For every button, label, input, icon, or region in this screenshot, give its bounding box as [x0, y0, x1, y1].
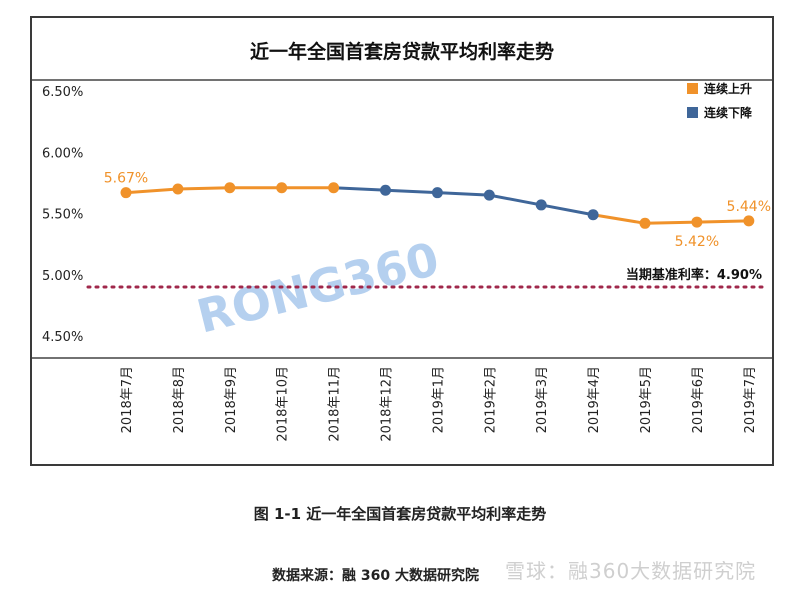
x-tick-label: 2019年2月 — [483, 366, 498, 433]
series-line-segment — [540, 203, 594, 217]
data-point — [743, 215, 755, 227]
x-axis-ticks: 2018年7月 2018年8月 2018年9月 2018年10月 2018年11月 201… — [120, 366, 758, 442]
x-tick-label: 2018年7月 — [120, 366, 135, 433]
data-point — [431, 187, 443, 199]
y-tick-label: 6.50% — [42, 85, 83, 100]
reference-line-label: 当期基准利率：4.90% — [626, 267, 762, 283]
y-axis-ticks: 6.50% 6.00% 5.50% 5.00% 4.50% — [42, 85, 83, 345]
data-point — [691, 216, 703, 228]
data-label: 5.44% — [727, 199, 771, 215]
series-line-segment — [489, 193, 542, 207]
data-point — [535, 199, 547, 211]
y-tick-label: 5.50% — [42, 208, 83, 223]
legend-label: 连续下降 — [704, 105, 753, 120]
series-line — [125, 186, 749, 225]
series-line-segment — [592, 213, 646, 225]
x-tick-label: 2018年10月 — [276, 366, 291, 442]
reference-line-group: 当期基准利率：4.90% — [86, 267, 768, 289]
x-tick-label: 2018年12月 — [380, 366, 395, 442]
series-line-segment — [385, 188, 438, 195]
data-point — [380, 184, 391, 196]
data-label: 5.67% — [104, 171, 148, 187]
x-tick-label: 2019年3月 — [535, 366, 550, 433]
series-line-segment — [644, 220, 697, 225]
x-tick-label: 2019年6月 — [691, 366, 706, 433]
x-tick-label: 2018年9月 — [224, 366, 239, 433]
legend-swatch — [687, 83, 698, 94]
x-tick-label: 2019年1月 — [431, 366, 446, 433]
x-tick-label: 2019年4月 — [587, 366, 602, 433]
x-tick-label: 2018年8月 — [172, 366, 187, 433]
series-line-segment — [333, 186, 386, 192]
legend-label: 连续上升 — [704, 81, 752, 96]
platform-watermark: 雪球：融360大数据研究院 — [505, 559, 757, 583]
y-tick-label: 4.50% — [42, 330, 83, 345]
series-line-segment — [177, 186, 230, 191]
data-point — [172, 183, 184, 195]
data-point — [587, 209, 599, 221]
series-line-segment — [696, 219, 749, 224]
x-tick-label: 2019年7月 — [743, 366, 758, 433]
data-point — [483, 189, 495, 201]
figure-caption: 图 1-1 近一年全国首套房贷款平均利率走势 — [253, 505, 547, 523]
line-chart: 近一年全国首套房贷款平均利率走势 RONG360 6.50% 6.00% 5.50%… — [32, 40, 772, 442]
chart-watermark: RONG360 — [192, 232, 445, 344]
series-points — [120, 182, 755, 229]
source-text: 数据来源：融 360 大数据研究院 — [272, 568, 479, 584]
data-point — [224, 182, 236, 194]
x-tick-label: 2018年11月 — [328, 366, 343, 442]
legend-swatch — [687, 107, 698, 118]
chart-title: 近一年全国首套房贷款平均利率走势 — [250, 40, 554, 63]
series-line-segment — [437, 191, 490, 197]
data-point — [639, 217, 651, 229]
chart-frame: 近一年全国首套房贷款平均利率走势 RONG360 6.50% 6.00% 5.50%… — [30, 16, 774, 466]
data-point — [276, 182, 288, 194]
y-tick-label: 5.00% — [42, 269, 83, 284]
data-point — [328, 182, 340, 194]
data-point — [120, 187, 132, 199]
data-labels: 5.67% 5.42% 5.44% — [104, 171, 771, 250]
x-tick-label: 2019年5月 — [639, 366, 654, 433]
data-label: 5.42% — [675, 234, 719, 250]
y-tick-label: 6.00% — [42, 146, 83, 161]
series-line-segment — [125, 187, 179, 195]
